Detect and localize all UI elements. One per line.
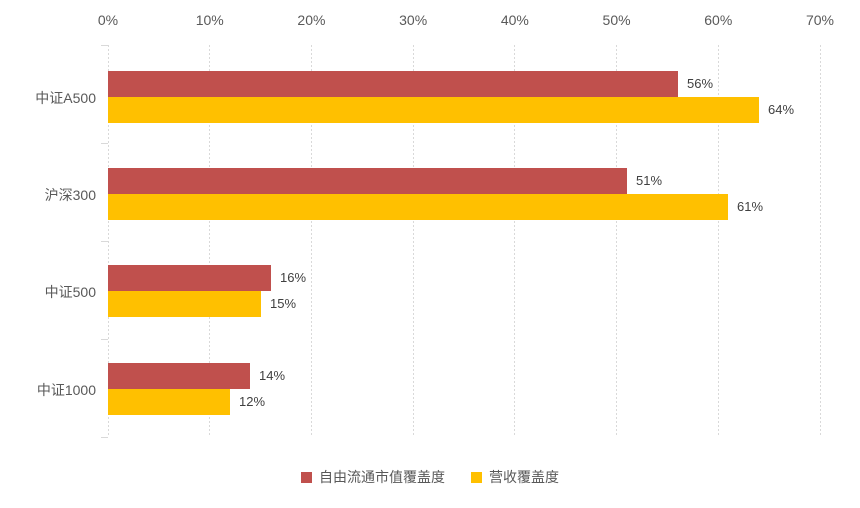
x-tick-label: 30% <box>399 12 428 28</box>
bar-value-label: 14% <box>259 368 286 383</box>
category-axis-tick <box>101 339 108 340</box>
gridline <box>310 45 312 437</box>
x-tick-label: 40% <box>500 12 529 28</box>
gridline <box>514 45 516 437</box>
legend-item: 自由流通市值覆盖度 <box>301 467 445 487</box>
gridline <box>717 45 719 437</box>
bar-value-label: 12% <box>239 394 266 409</box>
legend-label: 自由流通市值覆盖度 <box>319 469 445 485</box>
bar-value-label: 51% <box>636 173 663 188</box>
x-tick-label: 50% <box>602 12 631 28</box>
bar <box>108 97 759 123</box>
legend-swatch-icon <box>301 471 312 483</box>
bar <box>108 168 627 194</box>
gridline <box>616 45 618 437</box>
category-label: 中证500 <box>44 284 96 300</box>
bar <box>108 71 678 97</box>
x-tick-label: 70% <box>805 12 835 28</box>
category-label: 中证A500 <box>35 90 96 106</box>
bar-value-label: 15% <box>270 296 297 311</box>
gridline <box>209 45 211 437</box>
bar-value-label: 61% <box>737 199 764 214</box>
legend-item: 营收覆盖度 <box>471 467 559 487</box>
legend: 自由流通市值覆盖度 营收覆盖度 <box>0 466 860 488</box>
bar-value-label: 56% <box>687 76 714 91</box>
bar-value-label: 16% <box>280 270 307 285</box>
category-label: 中证1000 <box>36 382 96 398</box>
x-tick-label: 20% <box>297 12 326 28</box>
bar <box>108 363 250 389</box>
category-label: 沪深300 <box>44 187 96 203</box>
category-axis-tick <box>101 143 108 144</box>
x-tick-label: 0% <box>97 12 119 28</box>
x-tick-label: 10% <box>195 12 224 28</box>
legend-swatch-icon <box>471 471 482 483</box>
category-axis-tick <box>101 45 108 46</box>
gridline <box>107 45 109 437</box>
bar <box>108 291 261 317</box>
bar <box>108 389 230 415</box>
legend-label: 营收覆盖度 <box>489 469 559 485</box>
category-axis-tick <box>101 241 108 242</box>
x-tick-label: 60% <box>704 12 733 28</box>
category-axis-tick <box>101 437 108 438</box>
bar <box>108 194 728 220</box>
gridline <box>819 45 821 437</box>
bar-value-label: 64% <box>768 102 795 117</box>
gridline <box>412 45 414 437</box>
bar <box>108 265 271 291</box>
